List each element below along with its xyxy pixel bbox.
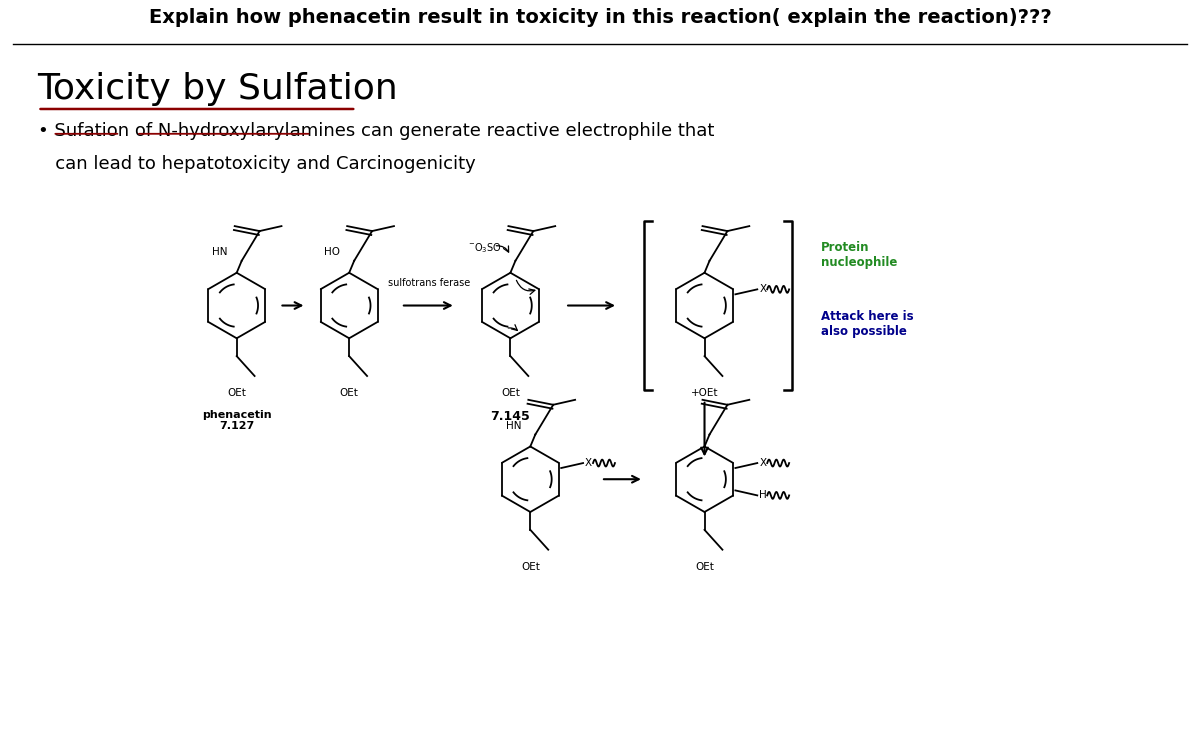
Text: Toxicity by Sulfation: Toxicity by Sulfation: [37, 72, 398, 106]
Text: Explain how phenacetin result in toxicity in this reaction( explain the reaction: Explain how phenacetin result in toxicit…: [149, 8, 1051, 27]
Text: OEt: OEt: [227, 388, 246, 398]
Text: HN: HN: [212, 247, 228, 257]
Text: • Sufation of N-hydroxylarylamines can generate reactive electrophile that: • Sufation of N-hydroxylarylamines can g…: [37, 122, 714, 140]
Text: phenacetin
7.127: phenacetin 7.127: [202, 410, 271, 431]
Text: X: X: [760, 458, 767, 468]
Text: sulfotrans ferase: sulfotrans ferase: [388, 278, 470, 288]
Text: X: X: [586, 458, 593, 468]
Text: Attack here is
also possible: Attack here is also possible: [821, 310, 913, 338]
Text: can lead to hepatotoxicity and Carcinogenicity: can lead to hepatotoxicity and Carcinoge…: [37, 154, 475, 172]
Text: X: X: [760, 284, 767, 294]
Text: OEt: OEt: [695, 562, 714, 572]
Text: HN: HN: [506, 421, 521, 430]
Text: 7.145: 7.145: [491, 410, 530, 423]
Text: $\mathsf{{}^{-}O_3SO}$: $\mathsf{{}^{-}O_3SO}$: [468, 241, 502, 255]
Text: HO: HO: [324, 247, 341, 257]
Text: Protein
nucleophile: Protein nucleophile: [821, 241, 898, 269]
Text: OEt: OEt: [521, 562, 540, 572]
Text: +OEt: +OEt: [691, 388, 719, 398]
Text: OEt: OEt: [340, 388, 359, 398]
Text: H: H: [760, 490, 767, 500]
Text: OEt: OEt: [500, 388, 520, 398]
